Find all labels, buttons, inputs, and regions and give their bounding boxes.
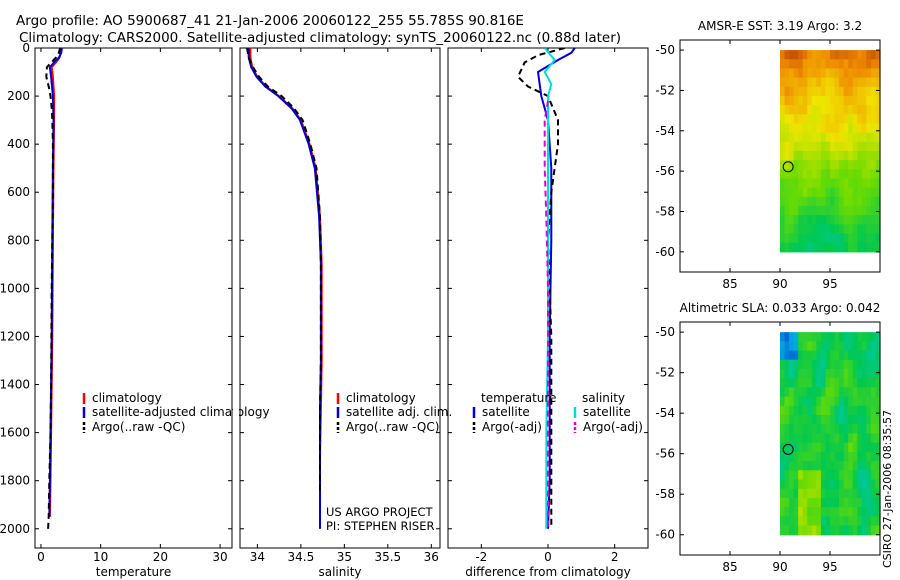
series-line-climatology xyxy=(249,48,323,529)
x-tick-label: 30 xyxy=(212,550,227,564)
y-tick-label: 1200 xyxy=(0,329,30,343)
legend-label-satellite: satellite adj. clim. xyxy=(346,405,452,419)
y-tick-label: -54 xyxy=(655,124,675,138)
x-tick-label: 0 xyxy=(544,550,552,564)
y-tick-label: 0 xyxy=(22,41,30,55)
x-tick-label: 90 xyxy=(772,277,787,291)
pi-annotation: PI: STEPHEN RISER xyxy=(326,519,435,533)
y-tick-label: -50 xyxy=(655,43,675,57)
x-tick-label: 85 xyxy=(722,277,737,291)
y-tick-label: 2000 xyxy=(0,522,30,536)
series-line-argo-raw-qc- xyxy=(246,48,322,493)
series-line-temperature-satellite xyxy=(536,48,576,529)
y-tick-label: -52 xyxy=(655,83,675,97)
salinity-profile-panel: 34 34.5 35 35.5 36 salinity climatologysatelli… xyxy=(239,47,452,579)
x-tick-label: 20 xyxy=(153,550,168,564)
y-tick-label: 1800 xyxy=(0,474,30,488)
y-tick-label: -50 xyxy=(655,325,675,339)
x-axis-label: difference from climatology xyxy=(465,565,631,579)
y-tick-label: -56 xyxy=(655,447,675,461)
legend-heading-temperature: temperature xyxy=(481,391,556,405)
legend-label-temp-satellite: satellite xyxy=(482,405,530,419)
x-tick-label: -2 xyxy=(475,550,487,564)
y-tick-label: 1400 xyxy=(0,378,30,392)
heatmap-cells xyxy=(780,332,881,536)
legend-label-climatology: climatology xyxy=(346,391,416,405)
argo-position-marker xyxy=(782,443,794,455)
project-annotation: US ARGO PROJECT xyxy=(326,505,434,519)
temperature-profile-panel: 0 200 400 600 800 1000 1200 1400 1600 1800 2000 0 10… xyxy=(0,41,270,579)
x-tick-label: 95 xyxy=(822,277,837,291)
legend-label-argo: Argo(..raw -QC) xyxy=(92,420,185,434)
x-tick-label: 0 xyxy=(37,550,45,564)
x-tick-label: 35 xyxy=(337,550,352,564)
sst-map-panel: AMSR-E SST: 3.19 Argo: 3.2 85 90 95 -50 -52 -5… xyxy=(655,19,881,291)
x-tick-label: 35.5 xyxy=(374,550,401,564)
argo-position-marker xyxy=(782,161,794,173)
x-tick-label: 95 xyxy=(822,560,837,574)
series-line-argo-raw-qc- xyxy=(45,48,62,529)
y-tick-label: 1000 xyxy=(0,281,30,295)
y-tick-label: -54 xyxy=(655,406,675,420)
y-tick-label: -58 xyxy=(655,204,675,218)
y-tick-label: -52 xyxy=(655,366,675,380)
series-line-satellite-adj-clim- xyxy=(247,48,322,529)
y-tick-label: 200 xyxy=(7,89,30,103)
sla-map-panel: Altimetric SLA: 0.033 Argo: 0.042 85 90 95 -… xyxy=(655,301,881,574)
x-tick-label: 90 xyxy=(772,560,787,574)
legend-label-sal-satellite: satellite xyxy=(583,405,631,419)
legend-label-climatology: climatology xyxy=(92,391,162,405)
x-tick-label: 36 xyxy=(424,550,439,564)
y-tick-label: 1600 xyxy=(0,426,30,440)
y-tick-label: -56 xyxy=(655,164,675,178)
x-tick-label: 34.5 xyxy=(288,550,315,564)
series-line-satellite-adjusted-climatology xyxy=(48,48,63,517)
map-title: Altimetric SLA: 0.033 Argo: 0.042 xyxy=(680,301,881,315)
x-tick-label: 10 xyxy=(93,550,108,564)
legend-label-temp-argo: Argo(-adj) xyxy=(482,420,542,434)
y-tick-label: -60 xyxy=(655,528,675,542)
heatmap-cells xyxy=(780,50,881,253)
y-tick-label: 400 xyxy=(7,137,30,151)
y-tick-label: 800 xyxy=(7,233,30,247)
salinity-profile-axes-box xyxy=(239,47,441,549)
legend-label-satellite: satellite-adjusted climatology xyxy=(92,405,270,419)
temperature-profile-axes-box xyxy=(34,47,233,549)
y-tick-label: -60 xyxy=(655,245,675,259)
x-tick-label: 34 xyxy=(250,550,265,564)
series-line-temperature-argo-adj- xyxy=(516,48,565,529)
series-line-salinity-argo-adj- xyxy=(543,100,549,529)
legend-label-argo: Argo(..raw -QC) xyxy=(346,420,439,434)
y-tick-label: 600 xyxy=(7,185,30,199)
credit-label: CSIRO 27-Jan-2006 08:35:57 xyxy=(881,409,894,568)
plot-title-line2: Climatology: CARS2000. Satellite-adjuste… xyxy=(18,30,622,46)
x-tick-label: 85 xyxy=(722,560,737,574)
x-tick-label: 2 xyxy=(611,550,619,564)
y-tick-label: -58 xyxy=(655,487,675,501)
x-axis-label: salinity xyxy=(318,565,361,579)
map-title: AMSR-E SST: 3.19 Argo: 3.2 xyxy=(698,19,862,33)
legend-heading-salinity: salinity xyxy=(582,391,625,405)
plot-title-line1: Argo profile: AO 5900687_41 21-Jan-2006 … xyxy=(16,13,524,29)
x-axis-label: temperature xyxy=(96,565,171,579)
legend-label-sal-argo: Argo(-adj) xyxy=(583,420,643,434)
